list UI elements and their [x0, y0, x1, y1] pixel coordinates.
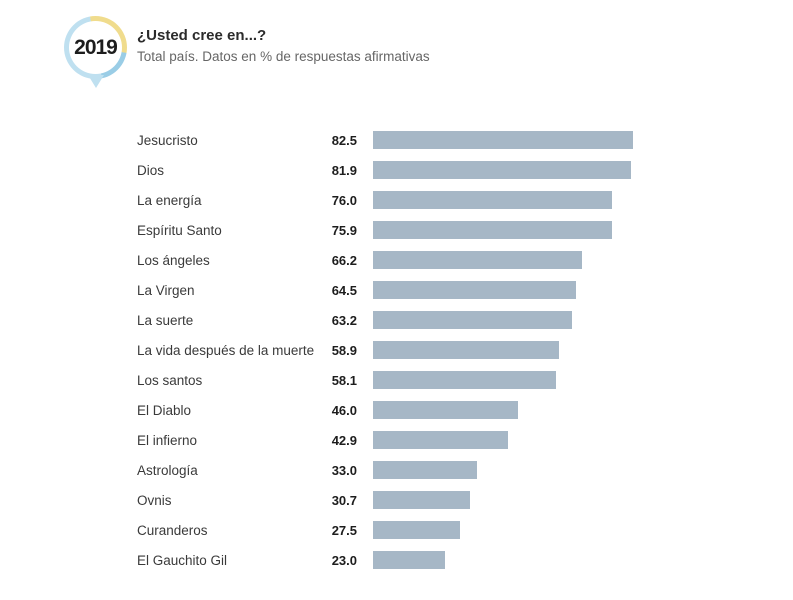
year-badge-ring: 2019 — [64, 16, 127, 79]
value-label: 58.1 — [331, 372, 357, 388]
chart-row: Astrología 33.0 — [137, 455, 785, 485]
bar-track — [357, 281, 785, 299]
chart-row: El Gauchito Gil 23.0 — [137, 545, 785, 575]
belief-bar-chart: Jesucristo 82.5 Dios 81.9 La energía 76.… — [137, 125, 785, 575]
bar-track — [357, 371, 785, 389]
category-label: La Virgen — [137, 282, 195, 298]
chart-header: ¿Usted cree en...? Total país. Datos en … — [137, 27, 430, 64]
badge-pointer-tail — [88, 75, 104, 88]
bar-track — [357, 311, 785, 329]
chart-row: Espíritu Santo 75.9 — [137, 215, 785, 245]
category-label: Espíritu Santo — [137, 222, 222, 238]
value-label: 30.7 — [331, 492, 357, 508]
bar-track — [357, 491, 785, 509]
bar — [373, 311, 573, 329]
bar-track — [357, 191, 785, 209]
bar — [373, 521, 460, 539]
bar-track — [357, 401, 785, 419]
bar — [373, 491, 470, 509]
bar — [373, 401, 518, 419]
chart-row: La energía 76.0 — [137, 185, 785, 215]
bar — [373, 221, 613, 239]
year-badge-inner: 2019 — [69, 21, 122, 74]
category-label: Los santos — [137, 372, 203, 388]
chart-title: ¿Usted cree en...? — [137, 27, 267, 44]
value-label: 75.9 — [331, 222, 357, 238]
category-label: El infierno — [137, 432, 198, 448]
value-label: 42.9 — [331, 432, 357, 448]
chart-row: Dios 81.9 — [137, 155, 785, 185]
chart-row: El infierno 42.9 — [137, 425, 785, 455]
category-label: Jesucristo — [137, 132, 198, 148]
bar-track — [357, 341, 785, 359]
category-label: Curanderos — [137, 522, 208, 538]
year-badge: 2019 — [64, 16, 128, 96]
bar — [373, 191, 613, 209]
bar-track — [357, 431, 785, 449]
category-label: El Diablo — [137, 402, 192, 418]
bar-track — [357, 221, 785, 239]
chart-row: Curanderos 27.5 — [137, 515, 785, 545]
chart-row: Los ángeles 66.2 — [137, 245, 785, 275]
value-label: 63.2 — [331, 312, 357, 328]
category-label: Dios — [137, 162, 165, 178]
value-label: 23.0 — [331, 552, 357, 568]
value-label: 27.5 — [331, 522, 357, 538]
value-label: 66.2 — [331, 252, 357, 268]
value-label: 33.0 — [331, 462, 357, 478]
category-label: La suerte — [137, 312, 194, 328]
bar — [373, 341, 559, 359]
bar — [373, 371, 556, 389]
category-label: Ovnis — [137, 492, 172, 508]
chart-row: La Virgen 64.5 — [137, 275, 785, 305]
bar — [373, 461, 477, 479]
bar — [373, 251, 582, 269]
bar — [373, 161, 631, 179]
value-label: 82.5 — [331, 132, 357, 148]
bar-track — [357, 461, 785, 479]
bar-track — [357, 131, 785, 149]
chart-row: Jesucristo 82.5 — [137, 125, 785, 155]
chart-row: Ovnis 30.7 — [137, 485, 785, 515]
bar — [373, 281, 577, 299]
bar — [373, 131, 633, 149]
year-label: 2019 — [74, 35, 118, 59]
bar-track — [357, 161, 785, 179]
bar — [373, 431, 509, 449]
value-label: 64.5 — [331, 282, 357, 298]
value-label: 81.9 — [331, 162, 357, 178]
chart-subtitle: Total país. Datos en % de respuestas afi… — [137, 49, 430, 64]
chart-row: La vida después de la muerte 58.9 — [137, 335, 785, 365]
bar — [373, 551, 446, 569]
category-label: La energía — [137, 192, 202, 208]
category-label: El Gauchito Gil — [137, 552, 228, 568]
bar-track — [357, 551, 785, 569]
value-label: 58.9 — [331, 342, 357, 358]
value-label: 76.0 — [331, 192, 357, 208]
category-label: Los ángeles — [137, 252, 210, 268]
category-label: Astrología — [137, 462, 198, 478]
category-label: La vida después de la muerte — [137, 342, 315, 358]
chart-row: El Diablo 46.0 — [137, 395, 785, 425]
bar-track — [357, 251, 785, 269]
chart-row: La suerte 63.2 — [137, 305, 785, 335]
chart-row: Los santos 58.1 — [137, 365, 785, 395]
bar-track — [357, 521, 785, 539]
value-label: 46.0 — [331, 402, 357, 418]
